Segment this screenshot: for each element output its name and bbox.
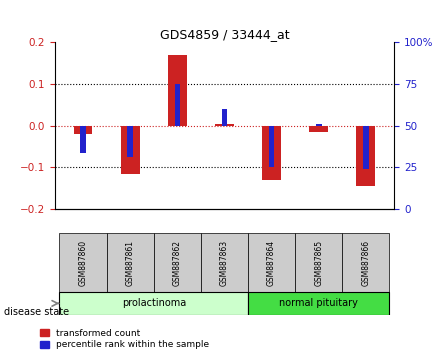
FancyBboxPatch shape — [60, 292, 248, 315]
Text: GSM887866: GSM887866 — [361, 240, 371, 286]
Text: GSM887863: GSM887863 — [220, 240, 229, 286]
Bar — [357, 126, 375, 186]
Title: GDS4859 / 33444_at: GDS4859 / 33444_at — [160, 28, 289, 41]
Text: GSM887862: GSM887862 — [173, 240, 182, 286]
Bar — [215, 124, 234, 126]
Text: prolactinoma: prolactinoma — [122, 298, 186, 308]
FancyBboxPatch shape — [295, 233, 343, 292]
Text: GSM887860: GSM887860 — [78, 240, 88, 286]
Bar — [269, 126, 275, 167]
FancyBboxPatch shape — [201, 233, 248, 292]
Bar — [121, 126, 140, 174]
FancyBboxPatch shape — [106, 233, 154, 292]
FancyBboxPatch shape — [60, 233, 106, 292]
Text: GSM887864: GSM887864 — [267, 240, 276, 286]
FancyBboxPatch shape — [248, 233, 295, 292]
Bar — [127, 126, 133, 157]
FancyBboxPatch shape — [343, 233, 389, 292]
Legend: transformed count, percentile rank within the sample: transformed count, percentile rank withi… — [39, 329, 209, 349]
Bar — [74, 126, 92, 134]
Text: GSM887861: GSM887861 — [126, 240, 134, 286]
Bar — [174, 84, 180, 126]
Text: disease state: disease state — [4, 307, 70, 316]
Bar — [363, 126, 369, 170]
Bar — [80, 126, 86, 153]
FancyBboxPatch shape — [248, 292, 389, 315]
Bar — [168, 55, 187, 126]
Text: GSM887865: GSM887865 — [314, 240, 323, 286]
Bar — [262, 126, 281, 180]
Bar — [309, 126, 328, 132]
FancyBboxPatch shape — [154, 233, 201, 292]
Bar — [222, 109, 227, 126]
Bar — [316, 124, 321, 126]
Text: normal pituitary: normal pituitary — [279, 298, 358, 308]
